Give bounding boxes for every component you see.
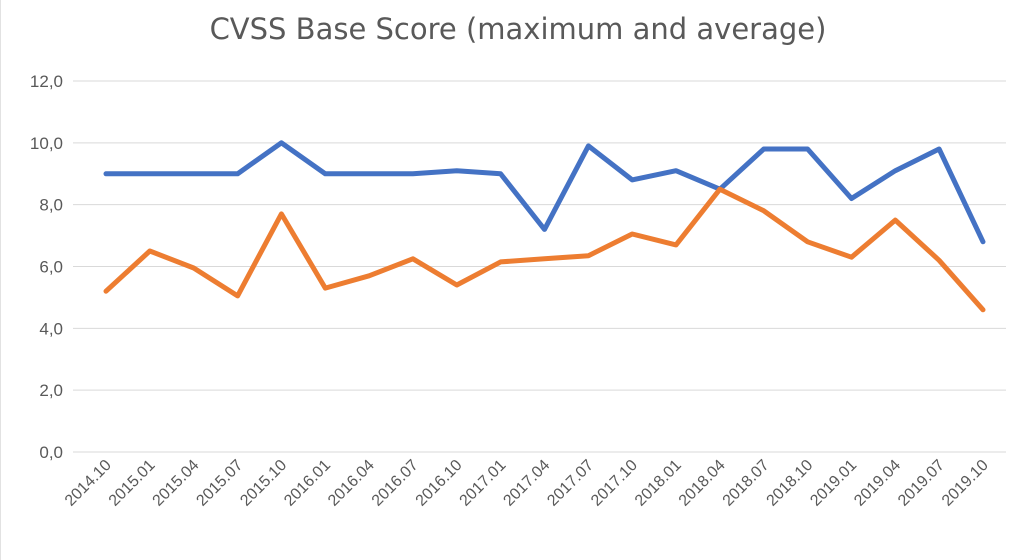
x-tick-label: 2017.04	[500, 457, 553, 510]
x-tick-label: 2019.01	[807, 457, 860, 510]
series-line-0	[103, 140, 986, 245]
gridlines	[73, 80, 1006, 453]
y-tick-label: 10,0	[30, 134, 63, 153]
series-lines	[103, 140, 986, 313]
y-tick-label: 2,0	[39, 381, 63, 400]
y-axis-ticks: 0,0 2,0 4,0 6,0 8,0 10,0 12,0	[30, 72, 63, 462]
x-tick-label: 2019.10	[939, 457, 992, 510]
x-tick-label: 2017.07	[544, 457, 597, 510]
x-tick-label: 2017.01	[457, 457, 510, 510]
y-tick-label: 8,0	[39, 196, 63, 215]
x-tick-label: 2016.04	[325, 457, 378, 510]
y-tick-label: 4,0	[39, 319, 63, 338]
x-tick-label: 2016.07	[369, 457, 422, 510]
chart-title: CVSS Base Score (maximum and average)	[209, 12, 827, 46]
x-tick-label: 2016.01	[281, 457, 334, 510]
x-tick-label: 2018.10	[764, 457, 817, 510]
x-tick-label: 2015.01	[106, 457, 159, 510]
x-tick-label: 2015.07	[193, 457, 246, 510]
x-tick-label: 2019.04	[851, 457, 904, 510]
series-line-1	[103, 186, 986, 313]
x-tick-label: 2015.04	[150, 457, 203, 510]
x-tick-label: 2018.01	[632, 457, 685, 510]
x-axis-ticks: 2014.102015.012015.042015.072015.102016.…	[62, 457, 992, 510]
x-tick-label: 2016.10	[413, 457, 466, 510]
x-tick-label: 2014.10	[62, 457, 115, 510]
y-tick-label: 6,0	[39, 258, 63, 277]
x-tick-label: 2018.07	[720, 457, 773, 510]
x-tick-label: 2017.10	[588, 457, 641, 510]
x-tick-label: 2019.07	[895, 457, 948, 510]
y-tick-label: 12,0	[30, 72, 63, 91]
y-tick-label: 0,0	[39, 443, 63, 462]
x-tick-label: 2015.10	[237, 457, 290, 510]
x-tick-label: 2018.04	[676, 457, 729, 510]
